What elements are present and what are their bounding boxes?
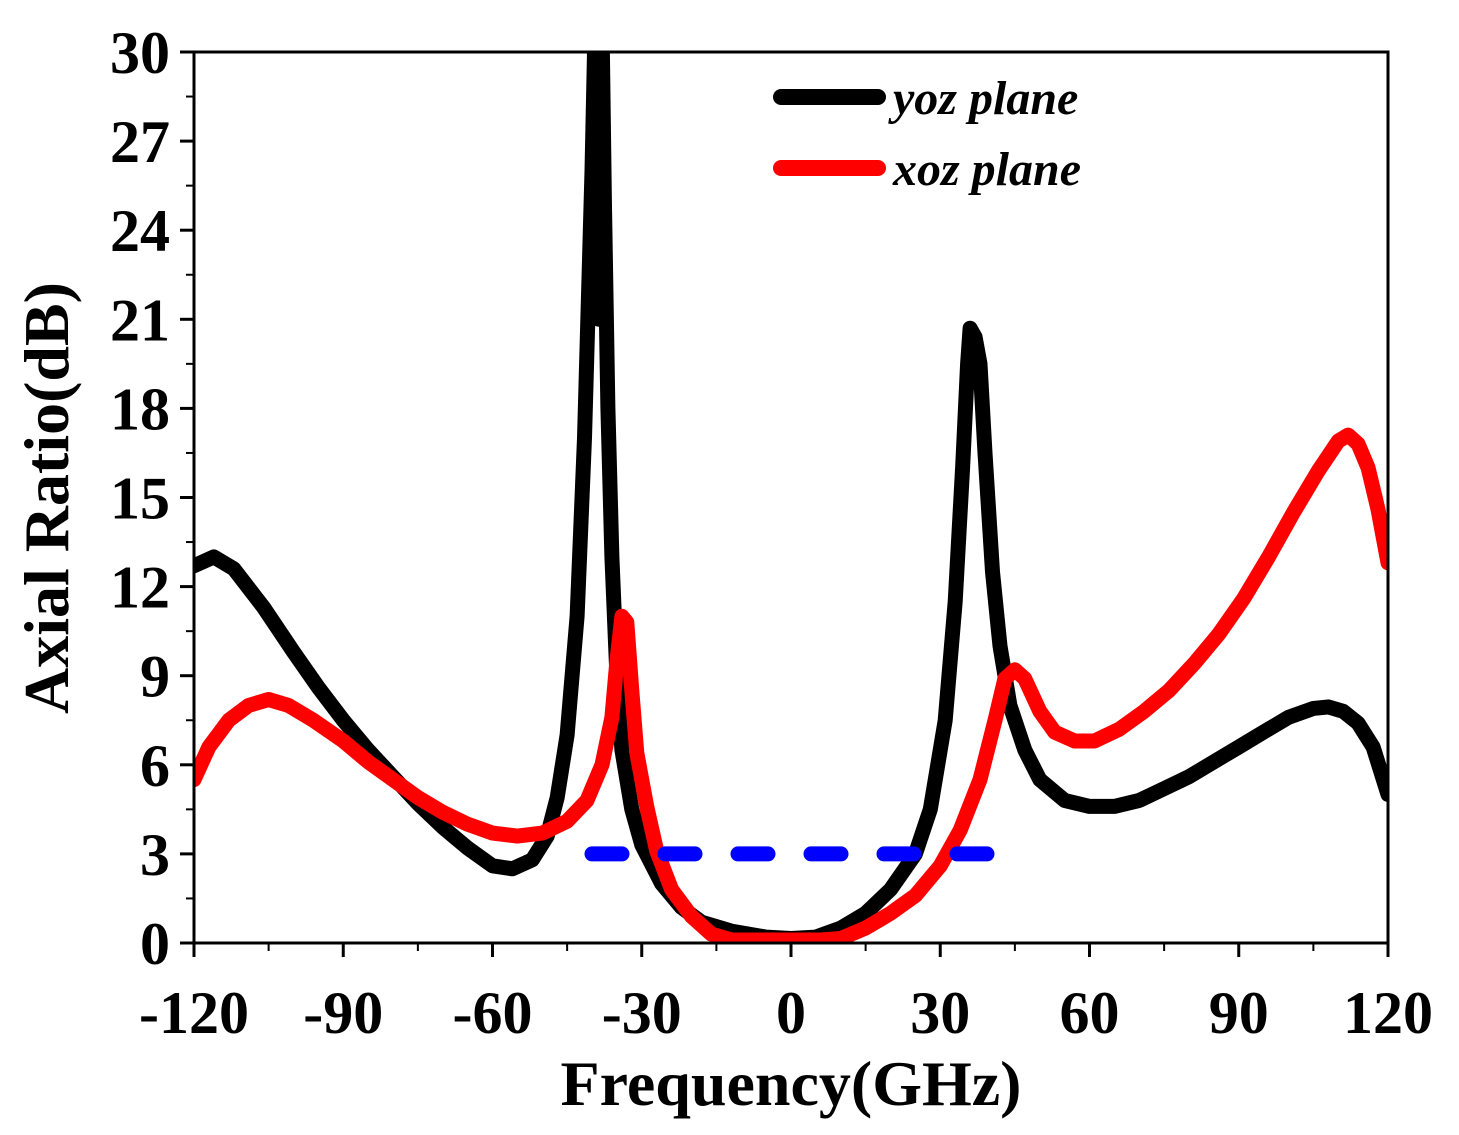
- y-tick-label: 6: [140, 733, 170, 799]
- axis-ticks: [180, 50, 1390, 957]
- tick-labels: -120 -90 -60 -30 0 30 60 90 120 0 3 6 9 12 15 18 21 24 27 3…: [110, 20, 1433, 1046]
- x-tick-label: 90: [1209, 980, 1269, 1046]
- legend-label-yoz: yoz plane: [888, 72, 1078, 125]
- x-tick-label: 0: [776, 980, 806, 1046]
- y-tick-label: 9: [140, 644, 170, 710]
- x-tick-label: 30: [910, 980, 970, 1046]
- x-tick-label: -120: [139, 980, 249, 1046]
- series-lines: [194, 52, 1388, 943]
- x-tick-label: -60: [453, 980, 533, 1046]
- series-line-yoz: [194, 52, 1388, 943]
- y-tick-label: 12: [110, 555, 170, 621]
- y-tick-label: 3: [140, 822, 170, 888]
- x-tick-label: -30: [602, 980, 682, 1046]
- x-tick-label: 60: [1060, 980, 1120, 1046]
- y-axis-title: Axial Ratio(dB): [11, 282, 82, 714]
- y-tick-label: 21: [110, 287, 170, 353]
- legend-label-xoz: xoz plane: [892, 143, 1081, 196]
- y-tick-label: 27: [110, 109, 170, 175]
- y-tick-label: 15: [110, 466, 170, 532]
- x-axis-title: Frequency(GHz): [561, 1048, 1022, 1119]
- series-line-xoz: [194, 427, 1388, 943]
- x-tick-label: -90: [303, 980, 383, 1046]
- y-tick-label: 30: [110, 20, 170, 86]
- x-tick-label: 120: [1343, 980, 1433, 1046]
- legend: yoz plane xoz plane: [773, 72, 1081, 196]
- y-tick-label: 0: [140, 911, 170, 977]
- y-tick-label: 24: [110, 198, 170, 264]
- plot-frame: [192, 50, 1390, 945]
- y-tick-label: 18: [110, 376, 170, 442]
